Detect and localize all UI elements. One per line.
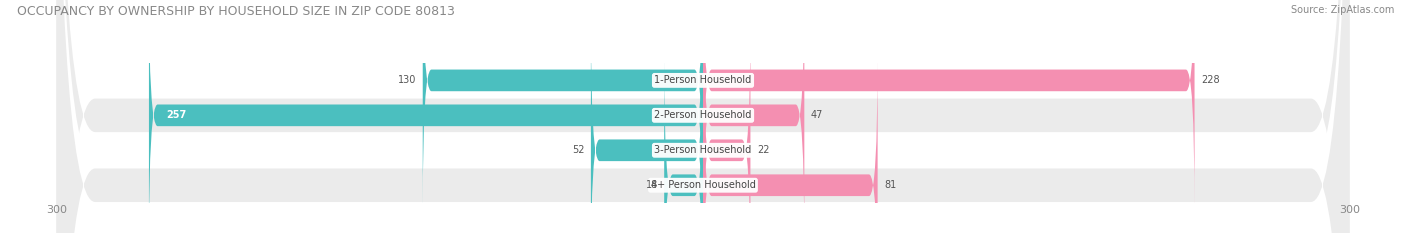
FancyBboxPatch shape — [664, 56, 703, 233]
Text: 2-Person Household: 2-Person Household — [654, 110, 752, 120]
Text: 52: 52 — [572, 145, 585, 155]
Text: 3-Person Household: 3-Person Household — [654, 145, 752, 155]
Text: 18: 18 — [645, 180, 658, 190]
Text: 130: 130 — [398, 75, 416, 85]
Text: Source: ZipAtlas.com: Source: ZipAtlas.com — [1291, 5, 1395, 15]
Text: 228: 228 — [1201, 75, 1219, 85]
FancyBboxPatch shape — [703, 0, 804, 233]
Text: 22: 22 — [756, 145, 769, 155]
FancyBboxPatch shape — [56, 0, 1350, 233]
FancyBboxPatch shape — [423, 0, 703, 209]
Text: 4+ Person Household: 4+ Person Household — [651, 180, 755, 190]
FancyBboxPatch shape — [56, 0, 1350, 233]
Text: OCCUPANCY BY OWNERSHIP BY HOUSEHOLD SIZE IN ZIP CODE 80813: OCCUPANCY BY OWNERSHIP BY HOUSEHOLD SIZE… — [17, 5, 454, 18]
FancyBboxPatch shape — [703, 21, 751, 233]
FancyBboxPatch shape — [591, 21, 703, 233]
FancyBboxPatch shape — [56, 0, 1350, 233]
Text: 81: 81 — [884, 180, 897, 190]
FancyBboxPatch shape — [703, 0, 1195, 209]
FancyBboxPatch shape — [149, 0, 703, 233]
Text: 47: 47 — [811, 110, 823, 120]
FancyBboxPatch shape — [703, 56, 877, 233]
Text: 1-Person Household: 1-Person Household — [654, 75, 752, 85]
Text: 257: 257 — [166, 110, 187, 120]
FancyBboxPatch shape — [56, 0, 1350, 233]
